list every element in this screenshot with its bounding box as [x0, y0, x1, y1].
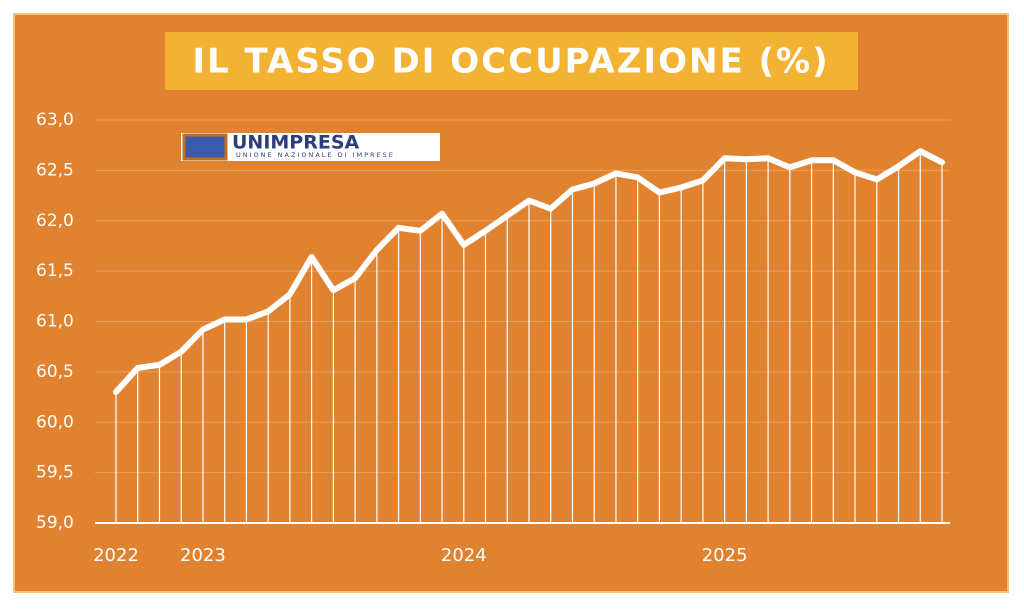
y-tick-label: 62,0	[36, 211, 74, 231]
y-tick-label: 59,5	[36, 463, 74, 483]
logo-name: UNIMPRESA	[232, 132, 360, 154]
x-tick-label: 2025	[702, 545, 748, 566]
title-box	[165, 32, 858, 90]
logo-icon	[182, 133, 228, 161]
y-tick-label: 61,5	[36, 261, 74, 281]
background	[13, 13, 1009, 593]
y-tick-label: 60,0	[36, 412, 74, 432]
data-line	[113, 148, 945, 396]
chart-title: IL TASSO DI OCCUPAZIONE (%)	[192, 42, 829, 82]
y-tick-label: 61,0	[36, 312, 74, 332]
logo-subtitle: UNIONE NAZIONALE DI IMPRESE	[236, 151, 395, 159]
y-tick-label: 62,5	[36, 160, 74, 180]
x-tick-label: 2024	[441, 545, 487, 566]
x-tick-label: 2022	[93, 545, 139, 566]
y-tick-label: 63,0	[36, 110, 74, 130]
x-tick-label: 2023	[180, 545, 226, 566]
y-tick-label: 60,5	[36, 362, 74, 382]
logo: UNIMPRESA UNIONE NAZIONALE DI IMPRESE	[181, 132, 440, 161]
y-tick-label: 59,0	[36, 513, 74, 533]
